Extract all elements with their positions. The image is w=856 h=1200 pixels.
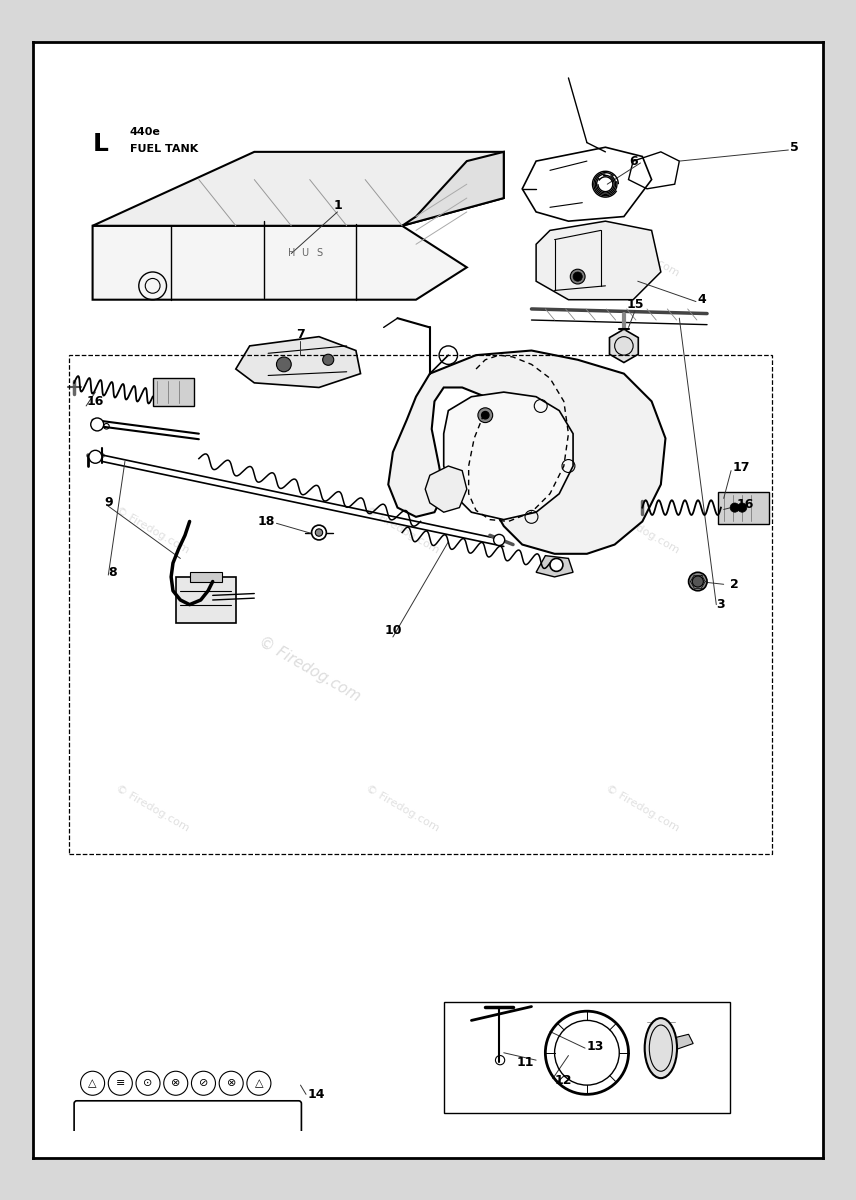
Text: 4: 4 <box>698 293 706 306</box>
Circle shape <box>738 503 746 512</box>
Text: 10: 10 <box>384 624 401 637</box>
Text: © Firedog.com: © Firedog.com <box>114 782 191 833</box>
Text: U: U <box>301 248 309 258</box>
Text: 17: 17 <box>733 461 751 474</box>
Ellipse shape <box>645 1018 677 1078</box>
Text: 18: 18 <box>258 515 275 528</box>
Text: 15: 15 <box>627 298 644 311</box>
Circle shape <box>89 450 102 463</box>
Text: 16: 16 <box>86 395 104 408</box>
Polygon shape <box>425 466 467 512</box>
Text: ⊗: ⊗ <box>171 1079 181 1088</box>
Circle shape <box>482 412 489 419</box>
Circle shape <box>494 534 505 546</box>
Polygon shape <box>402 152 504 226</box>
Circle shape <box>570 269 586 284</box>
Text: © Firedog.com: © Firedog.com <box>604 782 681 833</box>
Circle shape <box>550 558 563 571</box>
Text: 2: 2 <box>730 577 739 590</box>
Text: 440e: 440e <box>129 127 160 137</box>
Text: © Firedog.com: © Firedog.com <box>364 228 441 278</box>
Polygon shape <box>389 350 665 553</box>
Text: © Firedog.com: © Firedog.com <box>114 505 191 556</box>
Circle shape <box>573 272 582 281</box>
Bar <box>443 1002 730 1112</box>
Text: © Firedog.com: © Firedog.com <box>256 634 363 704</box>
Text: 1: 1 <box>333 199 342 212</box>
Circle shape <box>478 408 493 422</box>
Circle shape <box>312 526 326 540</box>
Text: 16: 16 <box>737 498 754 511</box>
Polygon shape <box>536 221 661 300</box>
Text: ≡: ≡ <box>116 1079 125 1088</box>
Text: 7: 7 <box>296 329 305 341</box>
Polygon shape <box>92 152 504 226</box>
Text: 5: 5 <box>790 140 799 154</box>
Circle shape <box>276 356 291 372</box>
Circle shape <box>91 418 104 431</box>
Polygon shape <box>92 226 467 300</box>
Text: 8: 8 <box>109 565 117 578</box>
Bar <box>175 577 235 623</box>
Text: © Firedog.com: © Firedog.com <box>114 228 191 278</box>
Text: H: H <box>288 248 295 258</box>
Text: ⊙: ⊙ <box>143 1079 152 1088</box>
Text: 3: 3 <box>716 598 725 611</box>
Circle shape <box>315 529 323 536</box>
Text: © Firedog.com: © Firedog.com <box>604 505 681 556</box>
Bar <box>190 572 222 582</box>
Text: L: L <box>92 132 109 156</box>
Text: 9: 9 <box>104 497 113 510</box>
Text: 11: 11 <box>517 1056 534 1068</box>
Bar <box>152 378 194 406</box>
Text: S: S <box>316 248 322 258</box>
Text: 13: 13 <box>587 1039 604 1052</box>
Text: ⊘: ⊘ <box>199 1079 208 1088</box>
Circle shape <box>730 503 740 512</box>
Polygon shape <box>670 1034 693 1050</box>
Text: △: △ <box>254 1079 263 1088</box>
Text: © Firedog.com: © Firedog.com <box>364 505 441 556</box>
Text: FUEL TANK: FUEL TANK <box>129 144 198 155</box>
Text: © Firedog.com: © Firedog.com <box>604 228 681 278</box>
Polygon shape <box>443 392 573 520</box>
Polygon shape <box>536 556 573 577</box>
Text: △: △ <box>88 1079 97 1088</box>
Bar <box>718 492 769 524</box>
Circle shape <box>688 572 707 590</box>
Bar <box>69 355 772 854</box>
Polygon shape <box>609 329 639 362</box>
Text: 12: 12 <box>555 1074 572 1087</box>
Text: © Firedog.com: © Firedog.com <box>364 782 441 833</box>
Circle shape <box>693 576 704 587</box>
Text: 6: 6 <box>629 155 638 168</box>
Text: 14: 14 <box>308 1088 325 1100</box>
Circle shape <box>323 354 334 365</box>
Polygon shape <box>235 337 360 388</box>
FancyBboxPatch shape <box>74 1100 301 1157</box>
Text: ⊗: ⊗ <box>227 1079 236 1088</box>
